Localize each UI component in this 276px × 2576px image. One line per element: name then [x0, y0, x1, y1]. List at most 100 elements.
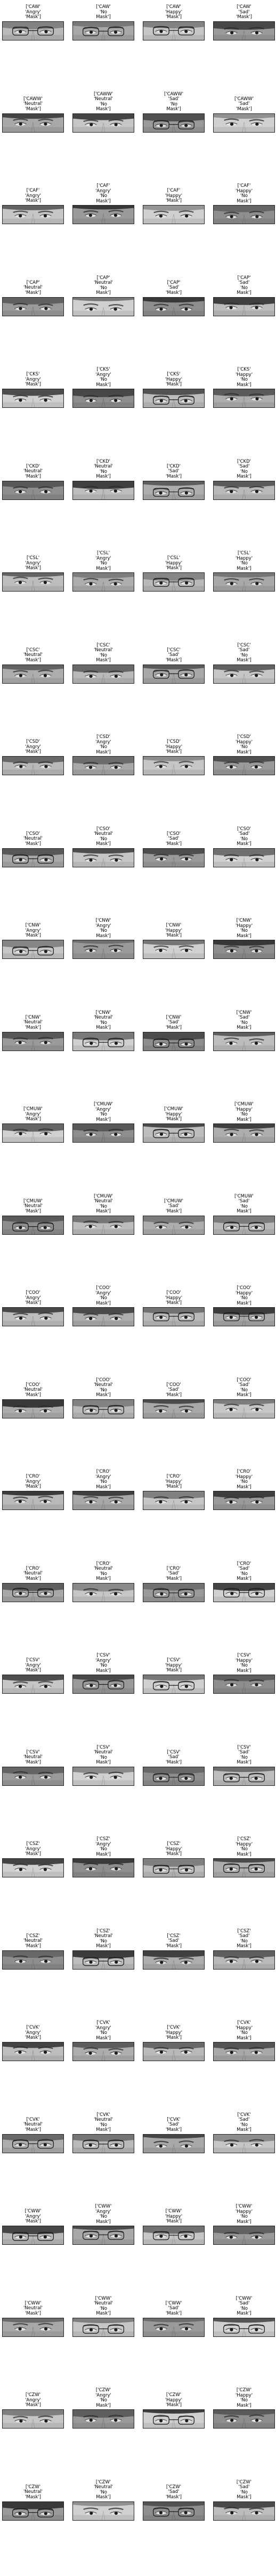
eyes-image	[214, 481, 274, 499]
eyes-image	[143, 1399, 204, 1418]
eyes-image	[214, 1399, 274, 1418]
face-caption: ['COO' 'Sad' 'No Mask']	[237, 1377, 251, 1398]
eyes-strip-dark	[143, 1307, 205, 1326]
face-caption: ['CSO' 'Sad' 'Mask']	[166, 831, 182, 847]
face-caption: ['CAP' 'Sad' 'No Mask']	[237, 275, 251, 296]
eyes-image	[214, 848, 274, 867]
eyes-strip-tone-2	[213, 113, 275, 133]
eyes-strip-tone-13	[2, 2501, 64, 2521]
eyes-image	[3, 573, 63, 591]
eyes-strip-hair	[72, 1675, 134, 1694]
face-caption: ['CRO' 'Happy' 'No Mask']	[235, 1469, 253, 1490]
eyes-strip-glasses	[143, 205, 205, 224]
eyes-image	[214, 940, 274, 958]
face-cell: ['CSV' 'Angry' 'No Mask']	[72, 1653, 134, 1694]
face-cell: ['COO' 'Happy' 'Mask']	[143, 1286, 205, 1326]
face-caption: ['CKD' 'Neutral' 'Mask']	[23, 463, 43, 479]
eyes-strip-light	[72, 756, 134, 775]
eyes-image	[143, 1675, 204, 1693]
face-cell: ['CKS' 'Happy' 'Mask']	[143, 367, 205, 408]
face-cell: ['CSV' 'Happy' 'No Mask']	[213, 1653, 275, 1694]
eyes-image	[73, 2501, 134, 2520]
face-caption: ['CAW' 'No Mask']	[96, 4, 111, 20]
eyes-strip-tone-10	[213, 1031, 275, 1051]
eyes-image	[3, 1859, 63, 1877]
face-caption: ['CSO' 'Neutral' 'No Mask']	[93, 826, 113, 847]
face-caption: ['CKD' 'Sad' 'Mask']	[166, 463, 182, 479]
face-caption: ['CKS' 'Angry' 'Mask']	[25, 372, 41, 388]
face-cell: ['CKS' 'Angry' 'Mask']	[2, 367, 64, 408]
eyes-strip-hair-2	[143, 1766, 205, 1786]
eyes-image	[214, 1950, 274, 1969]
face-caption: ['COO' 'Happy' 'No Mask']	[235, 1285, 253, 1306]
eyes-image	[3, 1491, 63, 1509]
face-caption: ['CSZ' 'Sad' 'Mask']	[166, 1933, 182, 1949]
eyes-image	[143, 206, 204, 224]
face-caption: ['CNW' 'Sad' 'Mask']	[166, 1014, 182, 1030]
eyes-strip-tone-4	[2, 389, 64, 408]
eyes-strip-tone-7	[72, 664, 134, 684]
face-caption: ['CRO' 'Sad' 'No Mask']	[237, 1561, 251, 1582]
face-cell: ['CKD' 'Neutral' 'Mask']	[2, 460, 64, 500]
face-cell: ['CSL' 'Happy' 'Mask']	[143, 551, 205, 592]
eyes-image	[73, 2318, 134, 2336]
face-cell: ['CAF' 'Angry' 'Mask']	[2, 184, 64, 224]
eyes-strip-beard	[72, 1491, 134, 1510]
eyes-strip-beard	[213, 1491, 275, 1510]
eyes-strip-dark-2	[2, 1399, 64, 1418]
face-cell: ['CAW' 'Happy' 'Mask']	[143, 0, 205, 40]
eyes-image	[73, 297, 134, 316]
eyes-strip-tone-5	[143, 480, 205, 500]
eyes-strip-tone-9	[143, 940, 205, 959]
eyes-strip-hair-2	[72, 1766, 134, 1786]
face-caption: ['CMUW' 'Angry' 'Mask']	[23, 1106, 43, 1122]
face-cell: ['CNW' 'Happy' 'Mask']	[143, 918, 205, 959]
face-caption: ['CSZ' 'Angry' 'Mask']	[25, 1841, 41, 1857]
face-caption: ['CRO' 'Sad' 'Mask']	[166, 1565, 182, 1581]
eyes-strip-light-2	[143, 1123, 205, 1143]
face-caption: ['CWW' 'Happy' 'No Mask']	[235, 2204, 253, 2225]
eyes-strip-light-3	[72, 1215, 134, 1235]
face-cell: ['CZW' 'Neutral' 'No Mask']	[72, 2480, 134, 2521]
eyes-strip-light-2	[213, 1123, 275, 1143]
face-caption: ['CSV' 'Neutral' 'No Mask']	[93, 1744, 113, 1766]
face-caption: ['CAP' 'Neutral' 'Mask']	[23, 280, 43, 296]
face-caption: ['COO' 'Angry' 'No Mask']	[95, 1285, 111, 1306]
eyes-strip-dark-2	[213, 1399, 275, 1418]
face-cell: ['CSD' 'Happy' 'Mask']	[143, 735, 205, 775]
eyes-strip-tone-4	[72, 389, 134, 408]
face-cell: ['COO' 'Happy' 'No Mask']	[213, 1285, 275, 1326]
face-caption: ['CSL' 'Angry' 'No Mask']	[95, 551, 111, 571]
face-caption: ['CNW' 'Sad' 'No Mask']	[236, 1010, 252, 1031]
face-cell: ['CAP' 'Neutral' 'Mask']	[2, 276, 64, 316]
eyes-image	[214, 2318, 274, 2336]
eyes-strip-tone-13	[72, 2501, 134, 2521]
eyes-image	[73, 1491, 134, 1509]
face-caption: ['CVK' 'Sad' 'Mask']	[166, 2116, 182, 2132]
eyes-image	[143, 1583, 204, 1602]
face-cell: ['CSV' 'Angry' 'Mask']	[2, 1653, 64, 1694]
eyes-image	[3, 2226, 63, 2244]
face-cell: ['CWW' 'Sad' 'Mask']	[143, 2296, 205, 2337]
eyes-strip-tone-3	[143, 297, 205, 316]
face-caption: ['CRO' 'Angry' 'Mask']	[25, 1474, 41, 1490]
face-cell: ['CZW' 'Sad' 'No Mask']	[213, 2480, 275, 2521]
face-caption: ['CSV' 'Happy' 'No Mask']	[235, 1653, 253, 1673]
face-cell: ['CMUW' 'Neutral' 'Mask']	[2, 1194, 64, 1235]
eyes-strip-tone-1	[72, 21, 134, 40]
face-cell: ['CMUW' 'Sad' 'No Mask']	[213, 1194, 275, 1235]
eyes-strip-glasses	[72, 205, 134, 224]
eyes-image	[214, 1859, 274, 1877]
face-cell: ['CAW' 'Angry' 'Mask']	[2, 0, 64, 40]
eyes-image	[143, 2501, 204, 2520]
face-cell: ['CSL' 'Angry' 'Mask']	[2, 551, 64, 592]
face-caption: ['CAWW' 'Sad' 'No Mask']	[164, 91, 184, 112]
eyes-image	[214, 1491, 274, 1509]
eyes-image	[143, 2134, 204, 2153]
face-caption: ['CWW' 'Happy' 'Mask']	[165, 2209, 183, 2225]
eyes-strip-tone-2	[72, 113, 134, 133]
face-cell: ['CSL' 'Happy' 'No Mask']	[213, 551, 275, 592]
face-caption: ['CSD' 'Happy' 'No Mask']	[235, 734, 253, 755]
eyes-strip-glasses-6	[72, 2317, 134, 2337]
eyes-strip-dark	[2, 1307, 64, 1326]
